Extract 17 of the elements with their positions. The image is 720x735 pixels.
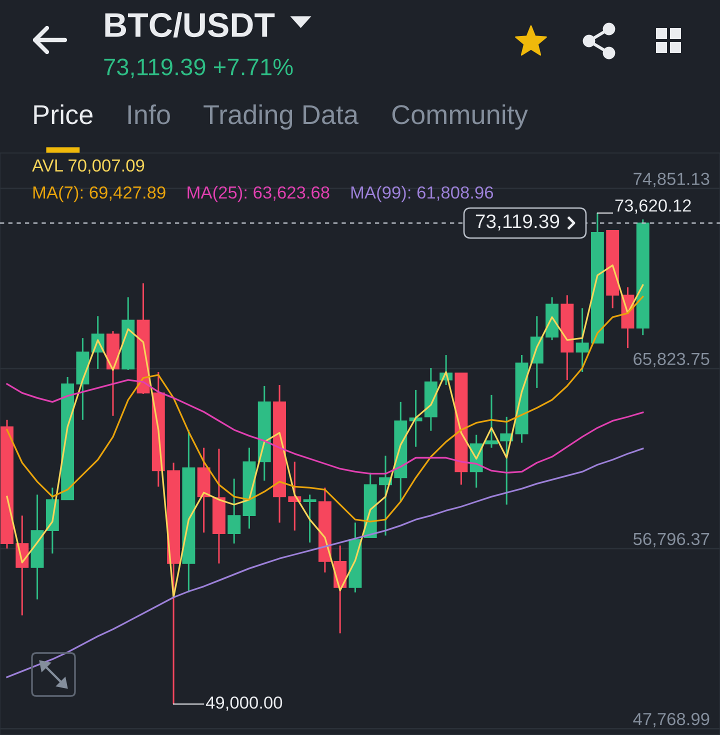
annotation: 73,620.12 (615, 199, 691, 214)
annotation: 49,000.00 (206, 696, 282, 711)
text: MA(7): 69,427.89 (33, 186, 166, 202)
chart-subtitle: 73,119.39 +7.71% (104, 58, 293, 78)
chart-title: BTC/USDT (105, 12, 275, 38)
text: Community (392, 104, 528, 130)
text: Info (128, 104, 170, 124)
ref-line-label: 73,119.39 (476, 214, 560, 231)
text: MA(25): 63,623.68 (188, 186, 330, 202)
text: Trading Data (204, 104, 359, 130)
text: Price (34, 104, 92, 124)
y-tick-label: 65,823.75 (634, 352, 710, 368)
text: MA(99): 61,808.96 (351, 186, 494, 202)
text: AVL 70,007.09 (32, 159, 144, 174)
y-tick-label: 56,796.37 (633, 532, 710, 548)
y-tick-label: 47,768.99 (633, 712, 710, 728)
y-tick-label: 74,851.13 (634, 172, 710, 188)
